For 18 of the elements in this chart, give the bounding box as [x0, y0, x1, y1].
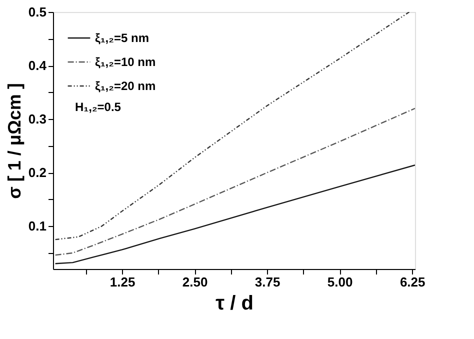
x-tick-label: 6.25: [400, 274, 426, 290]
y-tick-label: 0.4: [28, 58, 48, 74]
x-axis-title: τ / d: [216, 292, 254, 314]
x-tick-label: 2.50: [182, 274, 208, 290]
y-tick-label: 0.1: [28, 218, 46, 234]
legend-label: ξ₁,₂=5 nm: [95, 31, 149, 45]
line-series: [54, 12, 410, 240]
line-series: [54, 164, 415, 264]
annotation: H₁,₂=0.5: [75, 100, 122, 114]
x-tick-label: 3.75: [254, 274, 280, 290]
x-tick-label: 5.00: [327, 274, 353, 290]
legend-label: ξ₁,₂=20 nm: [95, 79, 156, 93]
x-tick-label: 1.25: [110, 274, 136, 290]
legend-label: ξ₁,₂=10 nm: [95, 55, 156, 69]
y-tick-label: 0.5: [28, 4, 46, 20]
y-tick-label: 0.2: [28, 165, 46, 180]
y-tick-label: 0.3: [28, 112, 46, 127]
y-axis-title: σ [ 1 / μΩcm ]: [4, 83, 24, 199]
